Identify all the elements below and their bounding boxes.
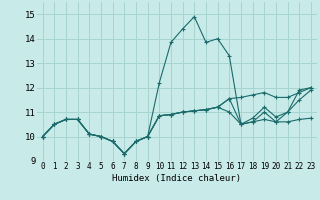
X-axis label: Humidex (Indice chaleur): Humidex (Indice chaleur) <box>112 174 241 183</box>
